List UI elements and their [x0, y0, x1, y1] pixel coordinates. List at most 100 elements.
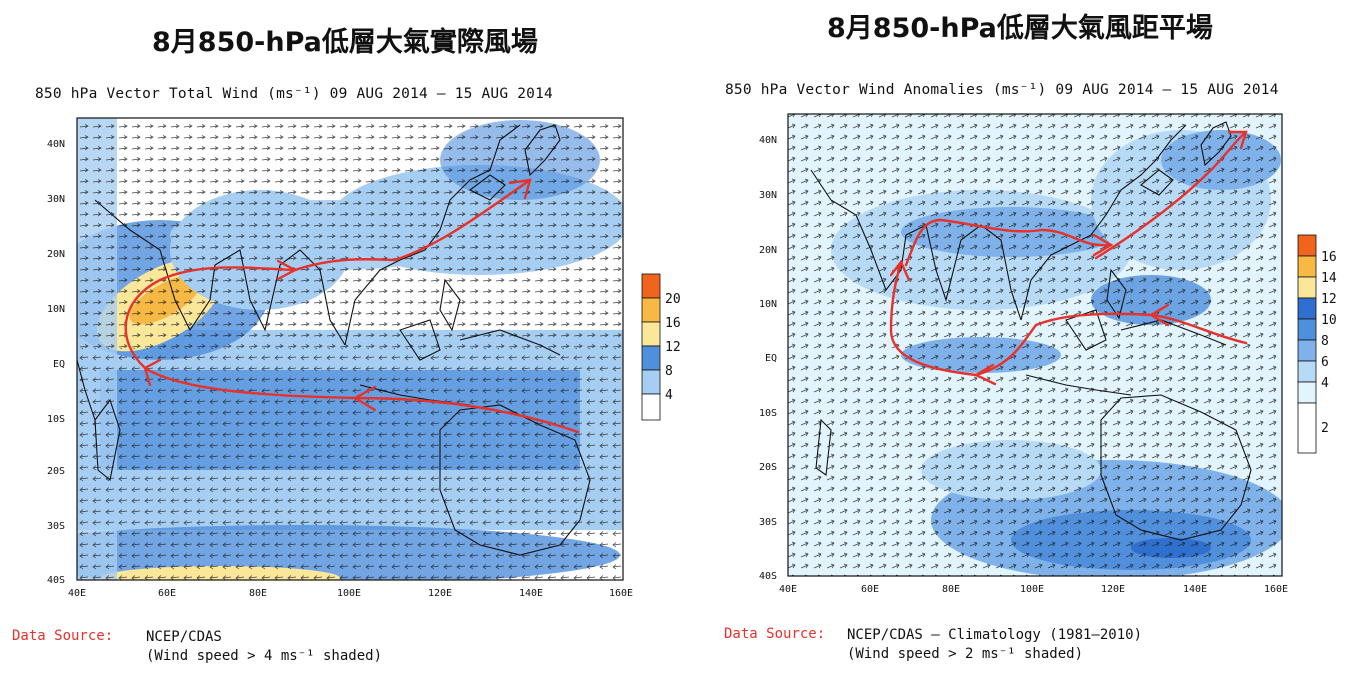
latitude-axis: 40N 30N 20N 10N EQ 10S 20S 30S 40S — [47, 139, 65, 586]
lat-label: 40S — [47, 575, 65, 586]
colorbar-swatch — [641, 345, 661, 371]
flow-arrow-somali-jet — [124, 266, 297, 370]
lat-label: 30S — [759, 517, 777, 528]
data-source-label: Data Source: — [724, 626, 826, 642]
map-title: 850 hPa Vector Wind Anomalies (ms⁻¹) 09 … — [725, 82, 1279, 98]
lon-label: 140E — [1183, 584, 1207, 595]
arrowhead — [352, 385, 377, 412]
lat-label: 20N — [47, 249, 65, 260]
lon-label: 40E — [779, 584, 797, 595]
colorbar-swatch — [641, 393, 661, 421]
arrowhead — [1092, 233, 1114, 257]
colorbar-swatch — [641, 273, 661, 299]
colorbar-label: 6 — [1321, 355, 1329, 370]
wind-vectors-south — [77, 348, 623, 580]
lon-label: 160E — [609, 588, 633, 599]
lon-label: 120E — [1101, 584, 1125, 595]
data-source-label: Data Source: — [12, 628, 114, 644]
colorbar-swatch — [1297, 339, 1317, 362]
flow-arrow-monsoon-trough — [904, 218, 1113, 267]
wind-vectors — [788, 114, 1282, 576]
panel-heading: 8月850-hPa低層大氣實際風場 — [152, 27, 538, 58]
lat-label: 40N — [759, 135, 777, 146]
colorbar-label: 10 — [1321, 313, 1337, 328]
lon-label: 140E — [519, 588, 543, 599]
lat-label: 40N — [47, 139, 65, 150]
colorbar-swatch — [1297, 276, 1317, 299]
flow-arrows — [124, 178, 580, 434]
lat-label: EQ — [53, 359, 65, 370]
lon-label: 100E — [337, 588, 361, 599]
arrowhead — [508, 178, 532, 200]
lon-label: 40E — [68, 588, 86, 599]
colorbar: 16 14 12 10 8 6 4 2 — [1297, 234, 1337, 454]
lat-label: 10N — [759, 299, 777, 310]
arrowhead — [889, 259, 911, 282]
colorbar-label: 4 — [665, 388, 673, 403]
lat-label: 20N — [759, 245, 777, 256]
lat-label: EQ — [765, 353, 777, 364]
colorbar-swatch — [1297, 255, 1317, 278]
panel-heading: 8月850-hPa低層大氣風距平場 — [827, 13, 1213, 44]
colorbar: 20 16 12 8 4 — [641, 273, 680, 421]
lat-label: 30N — [759, 190, 777, 201]
longitude-axis: 40E 60E 80E 100E 120E 140E 160E — [68, 588, 633, 599]
lon-label: 80E — [942, 584, 960, 595]
colorbar-swatch — [641, 369, 661, 395]
lat-label: 20S — [759, 462, 777, 473]
colorbar-label: 4 — [1321, 376, 1329, 391]
lat-label: 10S — [47, 414, 65, 425]
lon-label: 120E — [428, 588, 452, 599]
colorbar-label: 12 — [665, 340, 680, 355]
lon-label: 60E — [158, 588, 176, 599]
lat-label: 10N — [47, 304, 65, 315]
map-frame — [76, 117, 624, 581]
lon-label: 80E — [249, 588, 267, 599]
lon-label: 60E — [861, 584, 879, 595]
lat-label: 30N — [47, 194, 65, 205]
lat-label: 10S — [759, 408, 777, 419]
data-source-line: NCEP/CDAS — [146, 629, 222, 645]
flow-arrow-monsoon-westerlies — [293, 178, 532, 272]
colorbar-label: 8 — [1321, 334, 1329, 349]
colorbar-label: 16 — [1321, 250, 1337, 265]
latitude-axis: 40N 30N 20N 10N EQ 10S 20S 30S 40S — [759, 135, 777, 582]
data-source-line: (Wind speed > 2 ms⁻¹ shaded) — [847, 646, 1084, 662]
colorbar-label: 12 — [1321, 292, 1337, 307]
arrowhead — [143, 358, 162, 387]
lat-label: 30S — [47, 521, 65, 532]
arrowhead — [1148, 303, 1170, 327]
colorbar-swatch — [1297, 234, 1317, 257]
lat-label: 40S — [759, 571, 777, 582]
colorbar-label: 2 — [1321, 421, 1329, 436]
colorbar-swatch — [1297, 297, 1317, 320]
wind-vectors-north — [77, 118, 623, 348]
data-source-line: NCEP/CDAS – Climatology (1981–2010) — [847, 627, 1143, 643]
data-source-line: (Wind speed > 4 ms⁻¹ shaded) — [146, 648, 383, 664]
panel-wind-anomaly: 8月850-hPa低層大氣風距平場 850 hPa Vector Wind An… — [681, 0, 1361, 694]
map-title: 850 hPa Vector Total Wind (ms⁻¹) 09 AUG … — [35, 86, 553, 102]
colorbar-label: 20 — [665, 292, 680, 307]
colorbar-label: 16 — [665, 316, 680, 331]
colorbar-swatch — [1297, 381, 1317, 404]
lon-label: 100E — [1020, 584, 1044, 595]
lat-label: 20S — [47, 466, 65, 477]
flow-arrow-pacific-inflow — [974, 312, 1248, 377]
wind-anomaly-map: 40N 30N 20N 10N EQ 10S 20S 30S 40S 40E 6… — [759, 113, 1337, 595]
flow-arrow-indian-ocean-loop — [889, 260, 978, 377]
lon-label: 160E — [1264, 584, 1288, 595]
flow-arrow-to-japan — [1094, 130, 1248, 260]
colorbar-label: 14 — [1321, 271, 1337, 286]
colorbar-swatch — [641, 297, 661, 323]
coastlines — [77, 124, 591, 556]
arrowhead — [1227, 130, 1248, 150]
panel-total-wind: 8月850-hPa低層大氣實際風場 850 hPa Vector Total W… — [0, 0, 680, 694]
colorbar-swatch — [641, 321, 661, 347]
colorbar-swatch — [1297, 360, 1317, 383]
flow-arrows — [889, 130, 1248, 386]
colorbar-swatch — [1297, 318, 1317, 341]
wind-map: 40N 30N 20N 10N EQ 10S 20S 30S 40S 40E 6… — [47, 117, 680, 599]
longitude-axis: 40E 60E 80E 100E 120E 140E 160E — [779, 584, 1288, 595]
colorbar-swatch — [1297, 402, 1317, 454]
colorbar-label: 8 — [665, 364, 673, 379]
